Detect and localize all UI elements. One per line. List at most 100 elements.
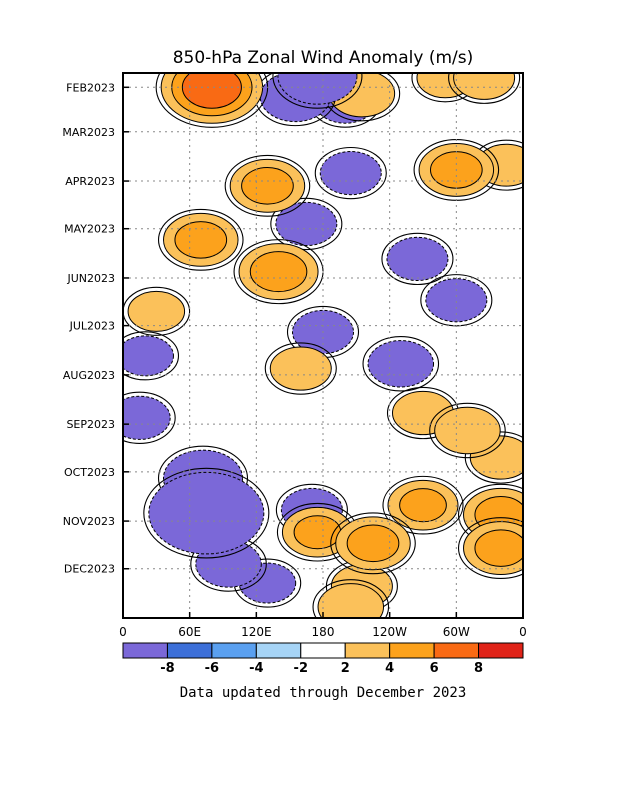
y-tick-label: MAY2023 (64, 223, 115, 236)
x-tick-label: 60W (443, 625, 470, 639)
zero-contour (312, 579, 390, 618)
x-tick-label: 120E (241, 625, 272, 639)
colorbar-swatch (433, 642, 480, 659)
x-tick-label: 60E (178, 625, 201, 639)
contour-field (123, 73, 523, 618)
anomaly-blob (157, 208, 244, 271)
zero-contour (264, 342, 337, 395)
positive-contour (453, 73, 516, 100)
colorbar-label: -4 (249, 661, 263, 676)
y-tick-label: DEC2023 (64, 563, 115, 576)
y-tick-label: JUN2023 (66, 272, 115, 285)
y-tick-label: FEB2023 (66, 81, 115, 94)
anomaly-blob (272, 73, 363, 109)
y-tick-label: SEP2023 (66, 418, 115, 431)
colorbar-swatch (122, 642, 168, 659)
zero-contour (382, 475, 464, 535)
anomaly-blob (123, 286, 191, 336)
anomaly-blob (362, 336, 440, 392)
colorbar-swatch (211, 642, 257, 659)
anomaly-blob (457, 517, 523, 580)
positive-contour (399, 488, 447, 523)
zero-contour (123, 331, 180, 381)
y-tick-label: MAR2023 (62, 126, 115, 139)
colorbar-label: 4 (385, 661, 394, 676)
y-tick-label: OCT2023 (64, 466, 115, 479)
colorbar-swatch (300, 642, 346, 659)
positive-contour (434, 406, 501, 455)
anomaly-blob (382, 475, 464, 535)
colorbar-swatch (166, 642, 213, 659)
anomaly-blob (123, 391, 176, 444)
zero-contour (143, 467, 270, 559)
chart-title: 850-hPa Zonal Wind Anomaly (m/s) (173, 48, 474, 68)
zero-contour (381, 232, 454, 286)
positive-contour (241, 167, 294, 205)
positive-contour (346, 524, 400, 563)
colorbar-label: -8 (160, 661, 174, 676)
anomaly-blob (429, 402, 506, 459)
anomaly-blob (312, 579, 390, 618)
y-axis: FEB2023 MAR2023 APR2023 MAY2023 JUN2023 JUL20… (62, 81, 129, 576)
y-tick-label: NOV2023 (63, 515, 115, 528)
negative-contour (148, 471, 265, 555)
y-tick-label: JUL2023 (69, 320, 115, 333)
zero-contour (448, 73, 521, 104)
zero-contour (330, 512, 416, 575)
positive-contour (474, 529, 523, 567)
anomaly-blob (448, 73, 521, 104)
positive-contour (127, 290, 186, 332)
x-tick-label: 120W (372, 625, 407, 639)
anomaly-blob (314, 146, 387, 200)
colorbar-label: 8 (474, 661, 483, 676)
positive-contour (269, 346, 332, 391)
y-tick-label: APR2023 (65, 175, 115, 188)
anomaly-blob (233, 239, 324, 305)
colorbar-label: 2 (341, 661, 350, 676)
y-tick-label: AUG2023 (63, 369, 115, 382)
zero-contour (123, 391, 176, 444)
zero-contour (224, 154, 311, 217)
negative-contour (367, 340, 435, 388)
anomaly-blob (123, 331, 180, 381)
zero-contour (272, 73, 363, 109)
anomaly-blob (264, 342, 337, 395)
colorbar-swatch (344, 642, 391, 659)
x-tick-label: 0 (119, 625, 127, 639)
colorbar: -8 -6 -4 -2 2 4 6 8 (122, 642, 524, 676)
x-tick-label: 180 (312, 625, 335, 639)
zero-contour (362, 336, 440, 392)
colorbar-label: -6 (205, 661, 219, 676)
anomaly-blob (330, 512, 416, 575)
footer-note: Data updated through December 2023 (180, 685, 467, 701)
positive-contour (174, 221, 228, 259)
zero-contour (314, 146, 387, 200)
anomaly-blob (381, 232, 454, 286)
negative-contour (275, 201, 338, 247)
grid-lines (123, 73, 523, 618)
anomaly-blob (420, 274, 493, 327)
zero-contour (157, 208, 244, 271)
x-tick-label: 0 (519, 625, 527, 639)
colorbar-swatch (478, 642, 524, 659)
x-axis: 0 60E 120E 180 120W 60W 0 (119, 612, 527, 639)
negative-contour (319, 151, 382, 196)
negative-contour (277, 73, 358, 105)
anomaly-blob (143, 467, 270, 559)
anomaly-blob (276, 502, 358, 562)
zero-contour (457, 517, 523, 580)
colorbar-swatch (255, 642, 302, 659)
anomaly-blob (224, 154, 311, 217)
negative-contour (386, 236, 449, 282)
colorbar-label: 6 (430, 661, 439, 676)
colorbar-swatch (389, 642, 435, 659)
positive-contour (181, 73, 242, 109)
negative-contour (123, 395, 171, 440)
zero-contour (429, 402, 506, 459)
negative-contour (425, 278, 488, 323)
negative-contour (123, 335, 174, 377)
positive-contour (317, 583, 385, 618)
colorbar-label: -2 (294, 661, 308, 676)
positive-contour (249, 251, 308, 293)
